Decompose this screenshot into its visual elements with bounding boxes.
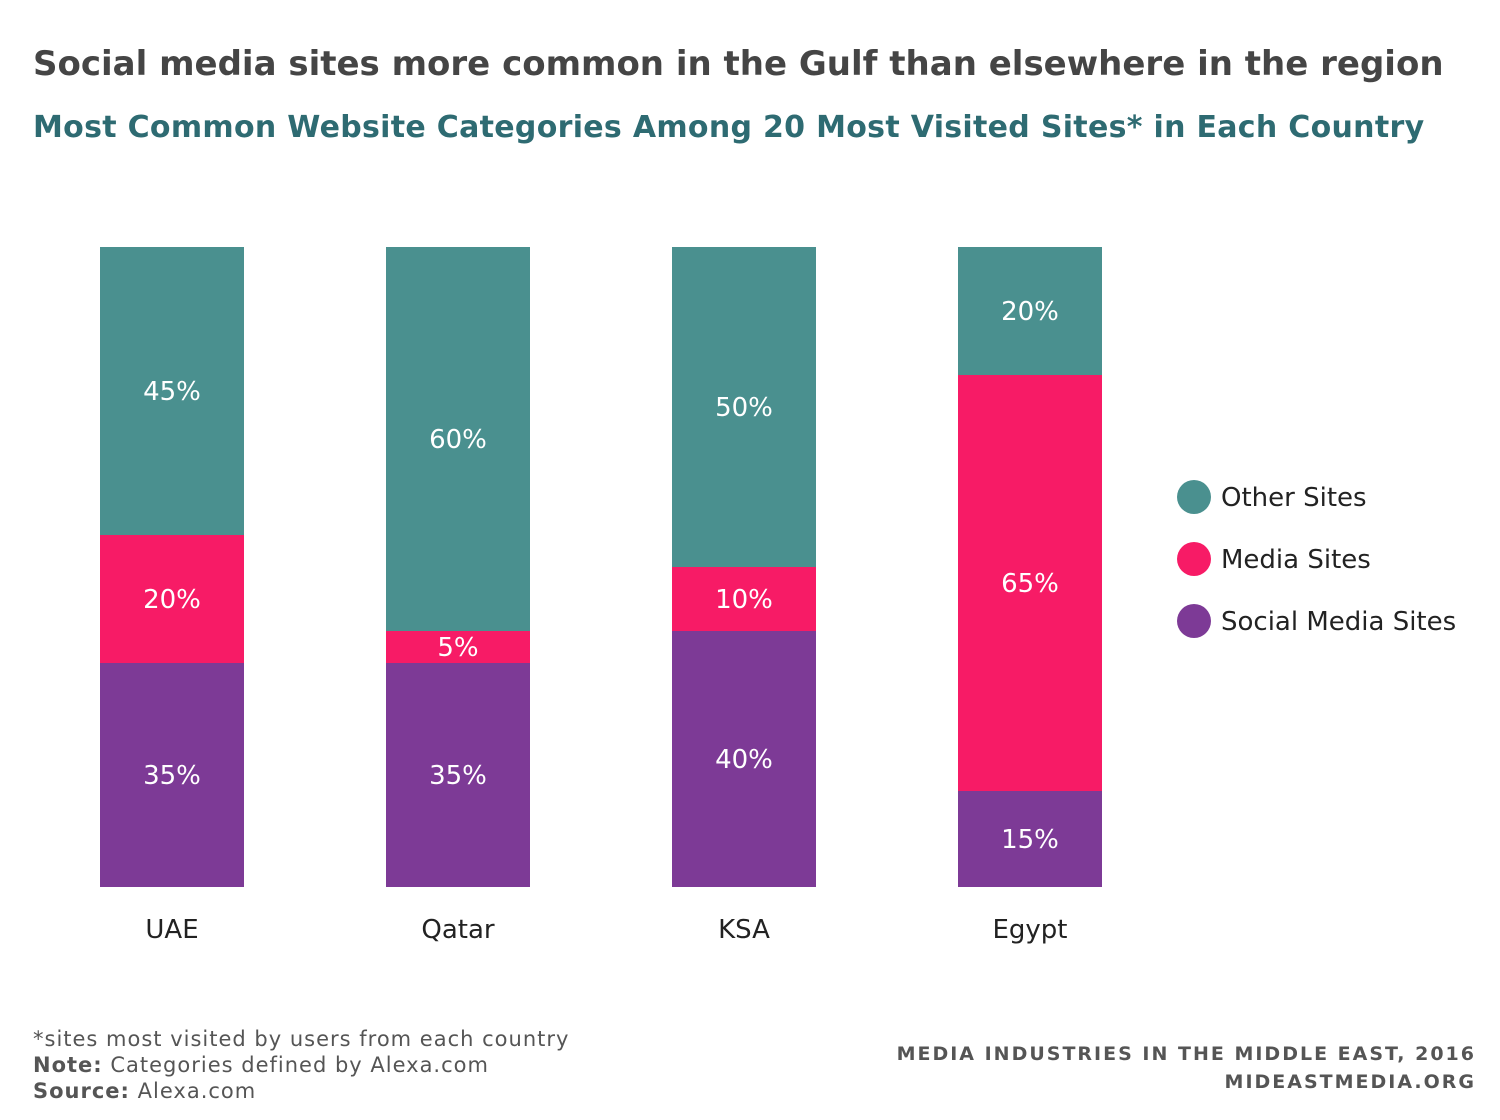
data-label: 20%: [143, 585, 201, 615]
data-label: 15%: [1001, 825, 1059, 855]
bar-segment-ksa-media-sites: [672, 567, 816, 631]
data-label: 20%: [1001, 297, 1059, 327]
data-label: 40%: [715, 745, 773, 775]
bar-segment-uae-media-sites: [100, 535, 244, 663]
bar-segment-egypt-other-sites: [958, 247, 1102, 375]
legend-label: Other Sites: [1221, 483, 1367, 513]
bar-segment-uae-social-media-sites: [100, 663, 244, 887]
chart-subtitle: Most Common Website Categories Among 20 …: [33, 110, 1425, 145]
legend-swatch: [1177, 542, 1211, 576]
data-label: 35%: [143, 761, 201, 791]
source-line: Source: Alexa.com: [33, 1078, 569, 1104]
note-text: Categories defined by Alexa.com: [110, 1053, 489, 1077]
data-label: 5%: [437, 633, 478, 663]
bar-segment-egypt-media-sites: [958, 375, 1102, 791]
source-label: Source:: [33, 1079, 130, 1103]
credit: MEDIA INDUSTRIES IN THE MIDDLE EAST, 201…: [897, 1040, 1476, 1096]
legend-swatch: [1177, 604, 1211, 638]
asterisk-footnote: *sites most visited by users from each c…: [33, 1027, 570, 1051]
category-label: KSA: [718, 915, 770, 945]
data-label: 35%: [429, 761, 487, 791]
note-label: Note:: [33, 1053, 103, 1077]
footnotes: *sites most visited by users from each c…: [33, 1026, 569, 1104]
chart-title: Social media sites more common in the Gu…: [33, 44, 1444, 84]
bar-segment-ksa-other-sites: [672, 247, 816, 567]
category-label: Qatar: [421, 915, 495, 945]
legend-label: Media Sites: [1221, 545, 1371, 575]
note-line: Note: Categories defined by Alexa.com: [33, 1052, 569, 1078]
data-label: 50%: [715, 393, 773, 423]
data-label: 65%: [1001, 569, 1059, 599]
credit-publication: MEDIA INDUSTRIES IN THE MIDDLE EAST, 201…: [896, 1043, 1476, 1065]
legend-label: Social Media Sites: [1221, 607, 1456, 637]
category-label: Egypt: [992, 915, 1067, 945]
bar-segment-qatar-other-sites: [386, 247, 530, 631]
legend-swatch: [1177, 480, 1211, 514]
bar-segment-egypt-social-media-sites: [958, 791, 1102, 887]
bar-segment-qatar-social-media-sites: [386, 663, 530, 887]
data-label: 10%: [715, 585, 773, 615]
bar-segment-ksa-social-media-sites: [672, 631, 816, 887]
credit-website: MIDEASTMEDIA.ORG: [1224, 1071, 1476, 1093]
data-label: 60%: [429, 425, 487, 455]
bar-segment-qatar-media-sites: [386, 631, 530, 663]
source-text: Alexa.com: [137, 1079, 257, 1103]
bar-segment-uae-other-sites: [100, 247, 244, 535]
data-label: 45%: [143, 377, 201, 407]
category-label: UAE: [145, 915, 198, 945]
stacked-bar-chart: 35% 20% 45% UAE 35% 5% 60% Qatar 40% 10% 50% KSA 15%…: [100, 247, 1456, 945]
